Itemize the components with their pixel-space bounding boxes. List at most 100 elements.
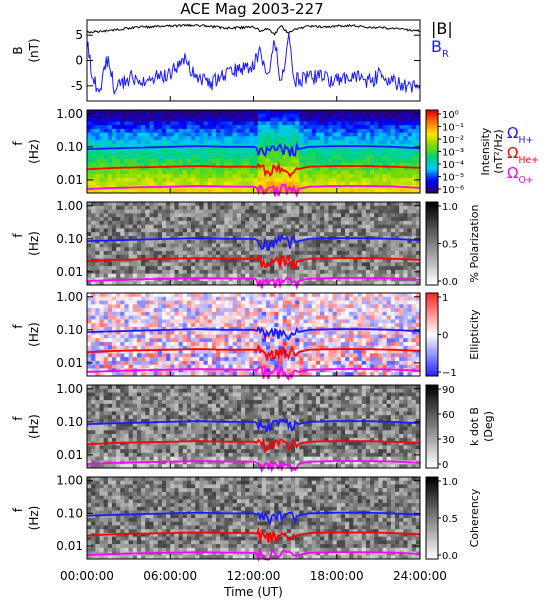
spectrogram-cell <box>274 132 279 137</box>
colorbar-step <box>426 120 438 123</box>
spectrogram-cell <box>324 205 329 210</box>
spectrogram-cell <box>320 125 325 130</box>
spectrogram-cell <box>286 296 292 301</box>
spectrogram-cell <box>224 202 229 207</box>
spectrogram-cell <box>128 338 134 343</box>
spectrogram-cell <box>320 345 325 350</box>
spectrogram-cell <box>161 239 167 244</box>
spectrogram-cell <box>332 239 338 244</box>
spectrogram-cell <box>220 128 225 134</box>
spectrogram-cell <box>340 113 346 118</box>
spectrogram-cell <box>145 269 150 275</box>
spectrogram-cell <box>257 353 263 358</box>
spectrogram-cell <box>141 311 146 317</box>
spectrogram-cell <box>274 311 279 317</box>
spectrogram-cell <box>299 189 304 194</box>
spectrogram-cell <box>91 185 96 190</box>
spectrogram-cell <box>236 368 242 373</box>
spectrogram-cell <box>149 353 154 358</box>
spectrogram-cell <box>157 136 163 141</box>
spectrogram-cell <box>249 202 254 207</box>
spectrogram-cell <box>411 181 417 186</box>
spectrogram-cell <box>328 217 333 222</box>
spectrogram-cell <box>340 273 346 278</box>
spectrogram-cell <box>307 262 313 267</box>
spectrogram-cell <box>349 247 354 252</box>
spectrogram-cell <box>390 147 396 152</box>
spectrogram-cell <box>320 220 325 226</box>
spectrogram-cell <box>336 243 342 248</box>
spectrogram-cell <box>395 170 400 175</box>
spectrogram-cell <box>136 251 142 256</box>
spectrogram-cell <box>95 360 100 366</box>
spectrogram-cell <box>365 247 371 252</box>
spectrogram-cell <box>203 147 209 152</box>
spectrogram-cell <box>390 224 396 229</box>
spectrogram-cell <box>199 372 204 377</box>
spectrogram-cell <box>224 110 229 115</box>
spectrogram-cell <box>286 319 292 324</box>
spectrogram-cell <box>136 293 142 298</box>
spectrogram-cell <box>236 162 242 167</box>
spectrogram-cell <box>345 251 350 256</box>
spectrogram-cell <box>199 266 204 271</box>
spectrogram-cell <box>166 345 171 350</box>
spectrogram-cell <box>399 235 404 241</box>
spectrogram-cell <box>265 254 271 259</box>
spectrogram-cell <box>178 110 184 115</box>
spectrogram-cell <box>99 311 105 317</box>
spectrogram-cell <box>311 224 317 229</box>
spectrogram-cell <box>174 315 179 320</box>
spectrogram-cell <box>141 217 146 222</box>
spectrogram-cell <box>411 269 417 275</box>
spectrogram-cell <box>228 293 234 298</box>
spectrogram-cell <box>91 177 96 183</box>
spectrogram-cell <box>353 262 358 267</box>
spectrogram-cell <box>186 232 192 237</box>
spectrogram-cell <box>120 189 125 194</box>
spectrogram-cell <box>299 326 304 332</box>
spectrogram-cell <box>361 213 367 218</box>
spectrogram-cell <box>211 117 217 122</box>
spectrogram-cell <box>374 254 379 259</box>
spectrogram-cell <box>145 323 150 328</box>
spectrogram-cell <box>182 121 188 126</box>
spectrogram-cell <box>195 151 200 156</box>
spectrogram-cell <box>91 213 96 218</box>
spectrogram-cell <box>320 308 325 313</box>
spectrogram-cell <box>282 113 288 118</box>
spectrogram-cell <box>216 189 221 194</box>
spectrogram-cell <box>145 213 150 218</box>
spectrogram-cell <box>295 360 300 366</box>
spectrogram-cell <box>353 224 358 229</box>
spectrogram-cell <box>265 174 271 179</box>
spectrogram-cell <box>241 159 246 164</box>
spectrogram-cell <box>407 217 413 222</box>
spectrogram-cell <box>299 364 304 369</box>
spectrogram-cell <box>295 338 300 343</box>
spectrogram-cell <box>290 311 296 317</box>
spectrogram-cell <box>295 155 300 160</box>
spectrogram-cell <box>128 117 134 122</box>
spectrogram-cell <box>211 269 217 275</box>
spectrogram-cell <box>340 117 346 122</box>
spectrogram-cell <box>311 228 317 233</box>
spectrogram-cell <box>157 273 163 278</box>
spectrogram-cell <box>157 132 163 137</box>
spectrogram-cell <box>328 360 333 366</box>
spectrogram-cell <box>157 342 163 347</box>
spectrogram-cell <box>224 368 229 373</box>
spectrogram-cell <box>345 243 350 248</box>
spectrogram-cell <box>353 239 358 244</box>
spectrogram-cell <box>91 125 96 130</box>
spectrogram-cell <box>103 159 109 164</box>
spectrogram-cell <box>166 147 171 152</box>
spectrogram-cell <box>303 353 309 358</box>
spectrogram-cell <box>407 170 413 175</box>
spectrogram-cell <box>320 281 325 286</box>
spectrogram-cell <box>203 181 209 186</box>
spectrogram-cell <box>182 125 188 130</box>
spectrogram-cell <box>236 159 242 164</box>
spectrogram-cell <box>116 125 121 130</box>
spectrogram-cell <box>353 159 358 164</box>
